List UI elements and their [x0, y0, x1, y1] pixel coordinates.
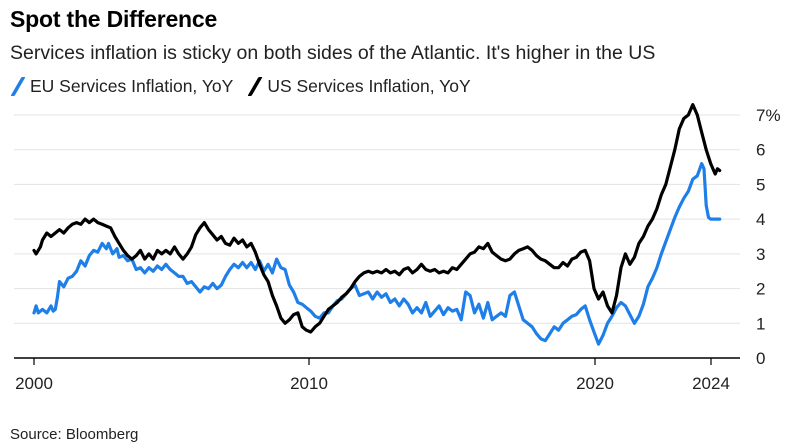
chart-grid [14, 114, 740, 359]
chart-legend: EU Services Inflation, YoY US Services I… [10, 76, 485, 97]
x-axis: 2000 2010 2020 2024 [15, 358, 730, 393]
legend-item-eu: EU Services Inflation, YoY [10, 76, 233, 97]
y-tick-label: 6 [756, 141, 765, 160]
legend-label-eu: EU Services Inflation, YoY [30, 76, 234, 96]
y-tick-label: 1 [756, 314, 765, 333]
chart-source: Source: Bloomberg [10, 426, 139, 443]
x-tick-label: 2000 [15, 374, 53, 393]
y-tick-label: 0 [756, 349, 765, 368]
chart-series [32, 103, 722, 346]
x-tick-label: 2020 [576, 374, 614, 393]
y-tick-label: 2 [756, 280, 765, 299]
chart-title: Spot the Difference [10, 6, 218, 32]
chart-subtitle: Services inflation is sticky on both sid… [10, 42, 656, 64]
y-tick-label: 3 [756, 245, 765, 264]
x-tick-label: 2010 [290, 374, 328, 393]
eu-services-inflation-line [32, 162, 722, 346]
y-tick-label: 5 [756, 175, 765, 194]
legend-item-us: US Services Inflation, YoY [247, 76, 471, 97]
y-tick-label: 4 [756, 210, 765, 229]
legend-label-us: US Services Inflation, YoY [267, 76, 471, 96]
y-axis: 0 1 2 3 4 5 6 7% [756, 106, 781, 368]
x-tick-label: 2024 [692, 374, 730, 393]
y-tick-label: 7% [756, 106, 781, 125]
us-services-inflation-line [32, 103, 722, 334]
